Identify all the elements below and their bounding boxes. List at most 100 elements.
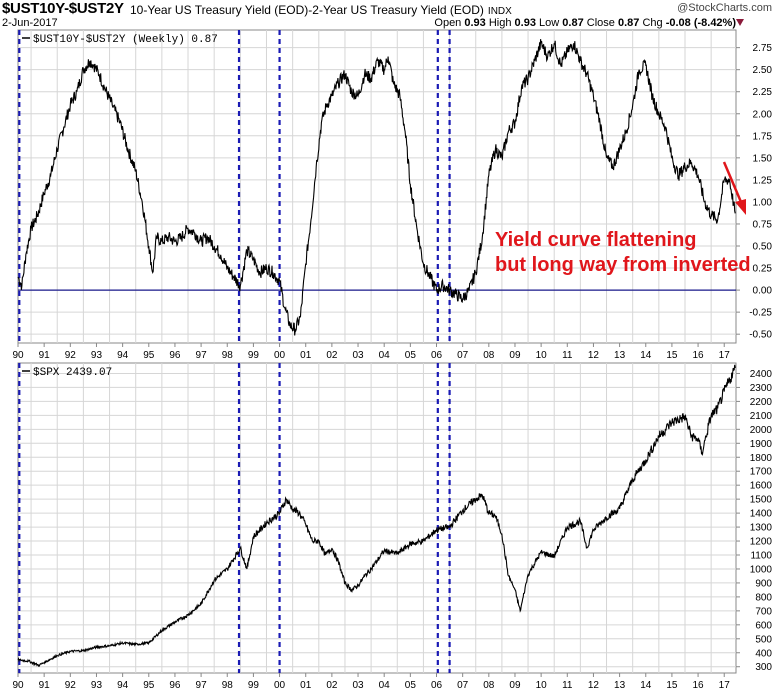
low-label: Low: [539, 17, 560, 29]
spx-y-tick-label: 2300: [750, 383, 773, 394]
spx-y-tick-label: 1400: [750, 509, 773, 520]
spx-x-tick-label: 13: [614, 680, 626, 690]
spread-x-tick-label: 12: [588, 350, 600, 361]
spx-x-tick-label: 09: [509, 680, 521, 690]
spx-x-tick-label: 06: [431, 680, 443, 690]
annotation-line-1: Yield curve flattening: [495, 229, 697, 251]
annotation-arrow: [722, 161, 746, 215]
spread-y-tick-label: 0.50: [753, 242, 773, 253]
spread-y-tick-label: 2.50: [753, 65, 773, 76]
spx-x-tick-label: 01: [300, 680, 312, 690]
spx-y-tick-label: 700: [755, 606, 772, 617]
spx-x-tick-label: 16: [693, 680, 705, 690]
spread-y-tick-label: 1.75: [753, 131, 773, 142]
spread-y-tick-label: 1.00: [753, 197, 773, 208]
open-value: 0.93: [464, 17, 486, 29]
spread-y-tick-label: 1.25: [753, 175, 773, 186]
high-label: High: [488, 17, 512, 29]
spread-y-tick-label: -0.50: [749, 330, 772, 341]
spx-y-tick-label: 1800: [750, 453, 773, 464]
spx-x-tick-label: 05: [405, 680, 417, 690]
spx-y-tick-label: 400: [755, 648, 772, 659]
spread-x-tick-label: 98: [222, 350, 234, 361]
spx-legend: $SPX 2439.07: [22, 367, 112, 379]
spx-x-tick-label: 99: [248, 680, 260, 690]
spread-y-tick-label: 1.50: [753, 153, 773, 164]
spread-x-tick-label: 03: [352, 350, 364, 361]
spx-x-tick-label: 00: [274, 680, 286, 690]
yield-spread-panel: 90 91 92 93 94 95 96 97 98 99 00 01 02 03 04 05 06 07 08 09…: [12, 29, 773, 361]
spx-y-tick-label: 900: [755, 578, 772, 589]
spx-panel: 90 91 92 93 94 95 96 97 98 99 00 01 02 03 04 05 06 07 08 09…: [12, 362, 773, 690]
annotation-line-2: but long way from inverted: [495, 254, 751, 276]
spread-y-tick-label: 2.00: [753, 109, 773, 120]
close-label: Close: [586, 17, 615, 29]
spx-y-tick-label: 1600: [750, 481, 773, 492]
spread-x-tick-label: 06: [431, 350, 443, 361]
spread-x-tick-label: 99: [248, 350, 260, 361]
spx-y-tick-label: 1000: [750, 564, 773, 575]
spx-y-tick-label: 2100: [750, 411, 773, 422]
spx-x-tick-label: 10: [536, 680, 548, 690]
spx-x-tick-label: 04: [379, 680, 391, 690]
spx-x-tick-label: 91: [39, 680, 51, 690]
spread-x-tick-label: 07: [457, 350, 469, 361]
spx-y-tick-label: 1200: [750, 537, 773, 548]
spread-plot-frame: [17, 29, 737, 344]
chart-description: 10-Year US Treasury Yield (EOD)-2-Year U…: [130, 3, 512, 17]
spread-x-tick-label: 94: [117, 350, 129, 361]
spread-x-tick-label: 14: [640, 350, 652, 361]
spx-x-tick-label: 07: [457, 680, 469, 690]
spx-y-tick-label: 1700: [750, 467, 773, 478]
spx-x-tick-label: 14: [640, 680, 652, 690]
spx-series-line: [17, 364, 736, 668]
spx-y-tick-label: 1300: [750, 523, 773, 534]
spx-y-tick-label: 2200: [750, 397, 773, 408]
low-value: 0.87: [562, 17, 584, 29]
spread-x-tick-label: 13: [614, 350, 626, 361]
spx-plot-frame: [17, 362, 737, 674]
spread-x-tick-label: 10: [536, 350, 548, 361]
spread-y-tick-label: 0.00: [753, 286, 773, 297]
spread-y-tick-label: 2.25: [753, 87, 773, 98]
spx-y-tick-label: 300: [755, 662, 772, 673]
spread-x-tick-label: 97: [196, 350, 208, 361]
down-triangle-icon: [736, 19, 744, 26]
open-label: Open: [434, 17, 462, 29]
spread-x-tick-label: 08: [483, 350, 495, 361]
spread-legend: $UST10Y-$UST2Y (Weekly) 0.87: [22, 34, 218, 46]
spread-x-tick-label: 01: [300, 350, 312, 361]
spx-y-tick-label: 600: [755, 620, 772, 631]
spread-x-tick-label: 15: [666, 350, 678, 361]
spread-x-tick-label: 02: [326, 350, 338, 361]
spread-y-tick-label: 2.75: [753, 43, 773, 54]
spx-x-tick-label: 97: [196, 680, 208, 690]
spx-x-tick-label: 94: [117, 680, 129, 690]
spx-x-tick-label: 03: [352, 680, 364, 690]
red-arrow-shaft: [722, 161, 743, 203]
spread-x-tick-label: 05: [405, 350, 417, 361]
spx-x-tick-label: 17: [719, 680, 731, 690]
spread-series-line: [17, 39, 736, 336]
spx-y-tick-label: 1100: [750, 551, 772, 562]
spread-x-tick-label: 16: [693, 350, 705, 361]
spread-x-tick-label: 04: [379, 350, 391, 361]
spread-x-tick-label: 11: [562, 350, 573, 361]
spx-x-tick-label: 93: [91, 680, 103, 690]
spx-x-tick-label: 90: [12, 680, 24, 690]
spread-x-tick-label: 09: [509, 350, 521, 361]
spread-y-tick-label: 0.25: [753, 264, 773, 275]
spx-x-tick-label: 02: [326, 680, 338, 690]
spread-y-tick-label: -0.25: [749, 308, 772, 319]
spx-y-tick-label: 1900: [750, 439, 773, 450]
spread-legend-label: $UST10Y-$UST2Y (Weekly) 0.87: [33, 34, 218, 46]
chart-symbol: $UST10Y-$UST2Y: [2, 0, 124, 17]
spx-y-tick-label: 2400: [750, 369, 773, 380]
spx-y-tick-label: 1500: [750, 495, 773, 506]
spx-x-tick-label: 11: [562, 680, 573, 690]
spx-x-tick-label: 96: [169, 680, 181, 690]
red-arrow-head: [735, 199, 746, 215]
index-tag: INDX: [487, 6, 512, 17]
spread-x-tick-label: 95: [143, 350, 155, 361]
